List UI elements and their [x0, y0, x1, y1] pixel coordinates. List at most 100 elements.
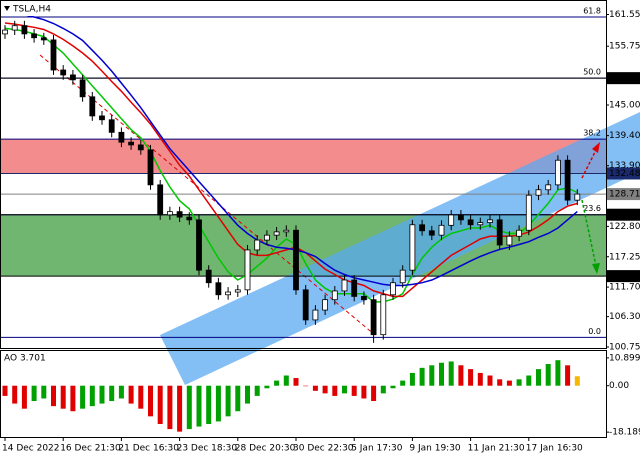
candle-body	[99, 115, 105, 121]
axis-layer: 149.91 132.48 128.71 124.94 113.71 161.55 155.…	[2, 10, 640, 454]
y-tick-label: 155.75	[609, 42, 640, 52]
ao-bar	[565, 365, 571, 386]
candle-body	[176, 211, 183, 218]
ao-bar	[439, 362, 444, 386]
moving-average	[4, 27, 578, 303]
title-bg	[1, 1, 61, 16]
ao-bar	[264, 385, 270, 389]
ao-bar	[380, 385, 386, 394]
ao-bar	[516, 379, 522, 386]
ao-bar	[177, 385, 183, 432]
candle-body	[525, 194, 532, 231]
y-tick-label: 145.00	[609, 101, 640, 111]
candle-body	[516, 229, 522, 237]
y-tick-label: 111.70	[609, 283, 640, 293]
ao-bar	[148, 385, 153, 417]
ao-bar	[312, 385, 318, 391]
candle-body	[448, 214, 455, 226]
y-tick-label: 139.40	[609, 131, 640, 141]
zone	[0, 139, 606, 174]
y-tick-label: 0.00	[609, 381, 629, 391]
candle-body	[428, 230, 435, 236]
regression-channel	[160, 112, 640, 385]
candle-body	[205, 269, 212, 284]
candle-body	[506, 235, 513, 246]
candle-body	[293, 229, 299, 291]
ao-bar	[51, 385, 56, 407]
x-tick-label: 14 Dec 2022	[2, 444, 60, 454]
candle-body	[11, 25, 18, 31]
ao-bar	[215, 385, 221, 422]
ao-bar	[429, 365, 435, 386]
symbol-title: TSLA,H4	[12, 5, 51, 15]
ao-bar	[60, 385, 66, 409]
candle-body	[60, 69, 67, 76]
ao-bar	[206, 385, 212, 424]
ao-bar	[235, 385, 241, 412]
price-box-label: 149.91	[609, 74, 640, 84]
ao-bar	[31, 385, 37, 402]
ao-bar	[89, 385, 95, 407]
x-tick-label: 16 Dec 21:30	[60, 444, 121, 454]
candle-body	[21, 25, 28, 35]
x-tick-label: 17 Jan 16:30	[526, 444, 583, 454]
candle-body	[70, 74, 76, 81]
price-box	[607, 72, 640, 85]
ao-bar	[274, 380, 280, 386]
ao-bar	[283, 375, 289, 386]
candle-body	[477, 222, 484, 226]
candle-body	[263, 234, 270, 241]
candle-body	[128, 141, 135, 146]
ao-bar	[157, 385, 163, 424]
candle-body	[438, 224, 445, 236]
ao-bar	[419, 367, 425, 386]
candle-body	[244, 249, 251, 291]
candle-body	[254, 239, 261, 251]
candle-body	[89, 96, 96, 117]
ao-bar	[477, 372, 483, 386]
candle-body	[118, 131, 125, 143]
x-tick-label: 21 Dec 16:30	[118, 444, 179, 454]
menu-icon[interactable]	[4, 6, 10, 11]
candle-body	[2, 29, 8, 35]
ao-bar	[254, 385, 260, 396]
ao-bar	[293, 378, 299, 386]
x-tick-label: 23 Dec 18:30	[177, 444, 238, 454]
x-tick-label: 9 Jan 19:30	[409, 444, 461, 454]
candle-body	[399, 269, 406, 284]
trend-line	[39, 54, 376, 336]
y-tick-label: 122.80	[609, 222, 640, 232]
candle-body	[496, 219, 503, 246]
candle-body	[564, 159, 571, 201]
ao-bar	[118, 385, 124, 399]
candle-body	[555, 159, 561, 186]
ao-bar	[371, 385, 377, 402]
candle-body	[574, 193, 581, 201]
x-tick-label: 5 Jan 17:30	[351, 444, 403, 454]
ao-bar	[448, 361, 454, 386]
candle-body	[166, 211, 173, 216]
ao-frame	[0, 350, 607, 438]
ao-bar	[497, 379, 503, 386]
y-tick-label: 100.75	[609, 342, 640, 352]
candle-body	[108, 119, 115, 133]
candle-body	[467, 219, 474, 226]
ao-bar	[332, 385, 338, 396]
candle-body	[157, 184, 164, 216]
y-tick-label: 117.25	[609, 252, 640, 262]
candle-body	[137, 144, 144, 151]
y-tick-label: 10.899	[609, 353, 640, 363]
candle-body	[283, 229, 290, 233]
fib-label: 0.0	[588, 327, 601, 336]
ao-bar	[409, 372, 415, 386]
candle-body	[545, 184, 552, 191]
candle-body	[196, 219, 202, 271]
ao-bar	[128, 385, 134, 404]
levels-layer: 61.8 50.0 38.2 23.6 0.0	[0, 6, 606, 338]
ao-bar	[555, 360, 561, 386]
ao-title: AO 3.701	[4, 354, 46, 364]
fib-label: 61.8	[583, 6, 601, 15]
ao-bar	[458, 365, 464, 386]
ao-bar	[186, 385, 192, 430]
